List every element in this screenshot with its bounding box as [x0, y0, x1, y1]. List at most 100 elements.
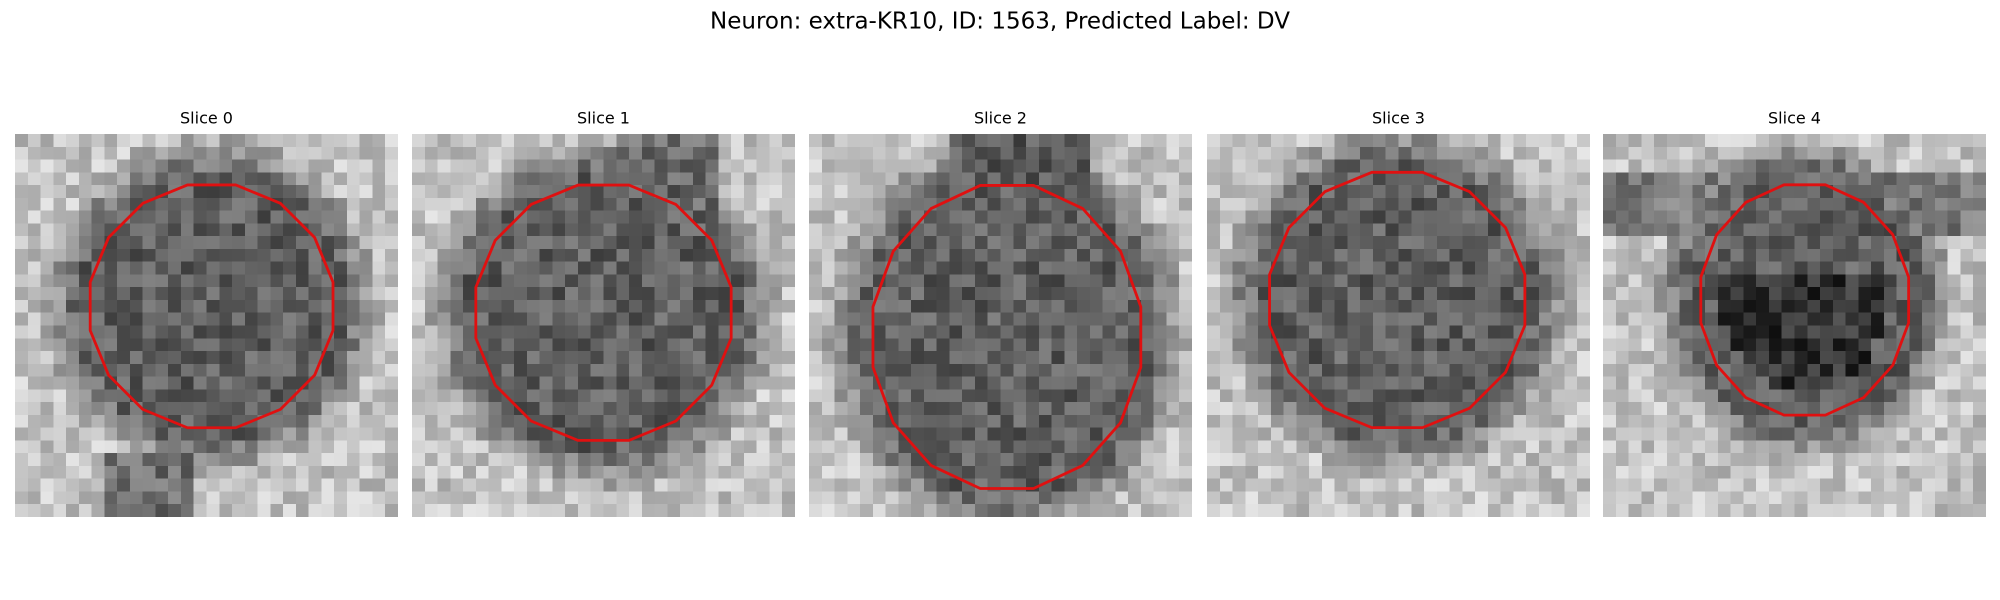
pixel — [692, 159, 706, 173]
pixel — [346, 351, 360, 365]
pixel — [437, 146, 451, 160]
pixel — [1832, 440, 1846, 454]
pixel — [1462, 274, 1476, 288]
pixel — [1883, 504, 1897, 517]
pixel — [616, 414, 630, 428]
pixel — [705, 402, 719, 416]
pixel — [168, 478, 182, 492]
panel-title: Slice 0 — [180, 109, 233, 128]
pixel — [1820, 465, 1834, 479]
pixel — [1449, 414, 1463, 428]
pixel — [1922, 338, 1936, 352]
pixel — [463, 159, 477, 173]
pixel — [385, 376, 398, 390]
pixel — [1051, 210, 1065, 224]
pixel — [1372, 440, 1386, 454]
pixel — [1424, 402, 1438, 416]
pixel — [66, 427, 80, 441]
pixel — [552, 478, 566, 492]
pixel — [1947, 146, 1961, 160]
pixel — [1743, 478, 1757, 492]
pixel — [1538, 440, 1552, 454]
pixel — [1232, 248, 1246, 262]
pixel — [590, 185, 604, 199]
pixel — [936, 287, 950, 301]
pixel — [629, 274, 643, 288]
pixel — [1424, 210, 1438, 224]
pixel — [1641, 414, 1655, 428]
pixel — [898, 414, 912, 428]
pixel — [1832, 312, 1846, 326]
pixel — [1628, 159, 1642, 173]
pixel — [641, 287, 655, 301]
pixel — [731, 491, 745, 505]
pixel — [603, 236, 617, 250]
pixel — [1128, 210, 1142, 224]
pixel — [1153, 287, 1167, 301]
pixel — [142, 427, 156, 441]
pixel — [1153, 440, 1167, 454]
pixel — [1128, 414, 1142, 428]
pixel — [1666, 274, 1680, 288]
pixel — [1845, 197, 1859, 211]
pixel — [1258, 223, 1272, 237]
pixel — [1232, 414, 1246, 428]
pixel — [1743, 363, 1757, 377]
pixel — [1871, 338, 1885, 352]
pixel — [1179, 172, 1192, 186]
pixel — [1153, 338, 1167, 352]
pixel — [308, 465, 322, 479]
pixel — [412, 478, 426, 492]
pixel — [1089, 159, 1103, 173]
pixel — [1321, 299, 1335, 313]
pixel — [1768, 351, 1782, 365]
pixel — [1666, 287, 1680, 301]
pixel — [1475, 248, 1489, 262]
pixel — [667, 478, 681, 492]
pixel — [987, 159, 1001, 173]
pixel — [1296, 338, 1310, 352]
pixel — [949, 248, 963, 262]
pixel — [1013, 134, 1027, 148]
contour — [88, 183, 335, 430]
pixel — [193, 440, 207, 454]
pixel — [885, 376, 899, 390]
pixel — [834, 427, 848, 441]
pixel — [718, 376, 732, 390]
pixel — [104, 261, 118, 275]
pixel — [1219, 453, 1233, 467]
pixel — [847, 223, 861, 237]
pixel — [1179, 261, 1192, 275]
pixel — [809, 351, 823, 365]
pixel — [321, 146, 335, 160]
pixel — [1128, 134, 1142, 148]
pixel — [898, 453, 912, 467]
pixel — [1089, 351, 1103, 365]
pixel — [1615, 465, 1629, 479]
pixel — [1756, 363, 1770, 377]
pixel — [1449, 197, 1463, 211]
pixel — [168, 504, 182, 517]
pixel — [1960, 185, 1974, 199]
pixel — [1960, 338, 1974, 352]
pixel — [1038, 363, 1052, 377]
pixel — [1603, 491, 1617, 505]
pixel — [1641, 478, 1655, 492]
pixel — [1551, 504, 1565, 517]
pixel — [15, 478, 29, 492]
pixel — [27, 427, 41, 441]
pixel — [346, 402, 360, 416]
pixel — [1564, 338, 1578, 352]
pixel — [1270, 185, 1284, 199]
pixel — [1603, 376, 1617, 390]
pixel — [1820, 172, 1834, 186]
pixel — [1654, 427, 1668, 441]
pixel — [1603, 325, 1617, 339]
pixel — [385, 478, 398, 492]
pixel — [1615, 414, 1629, 428]
pixel — [180, 402, 194, 416]
pixel — [78, 185, 92, 199]
pixel — [1166, 325, 1180, 339]
pixel — [1385, 402, 1399, 416]
pixel — [1398, 172, 1412, 186]
